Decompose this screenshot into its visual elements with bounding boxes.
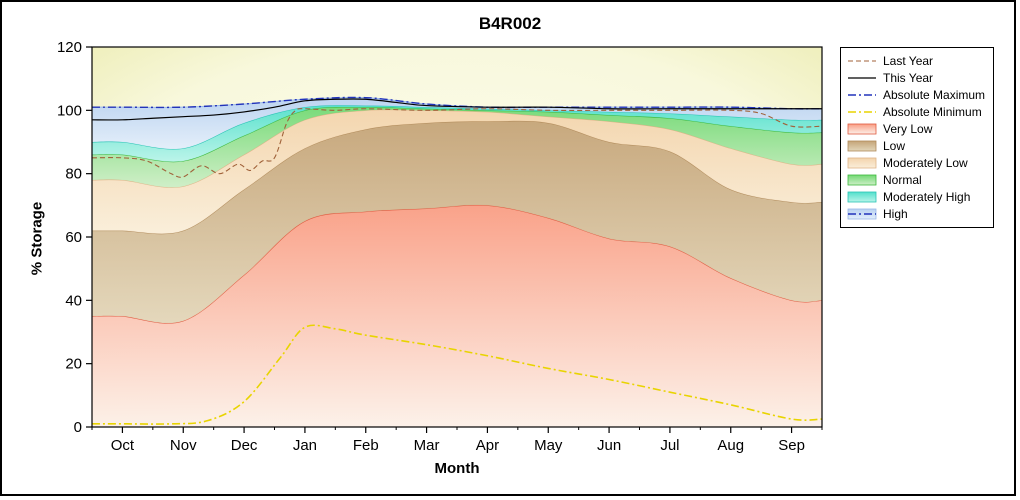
x-tick-label: Aug [717,437,744,454]
x-tick-label: Sep [778,437,805,454]
legend-label: This Year [883,71,934,85]
x-tick-label: Mar [414,437,440,454]
legend-item-absolute-minimum: Absolute Minimum [847,104,985,120]
plot-canvas: 0 20 40 60 80 100 120 Oct Nov Dec Jan Feb Mar Apr May J… [57,40,823,454]
legend-item-moderately-low: Moderately Low [847,155,985,171]
legend-swatch [847,208,877,220]
legend-label: Moderately Low [883,156,968,170]
legend-label: Normal [883,173,922,187]
y-tick-label: 100 [57,102,82,119]
x-tick-label: Nov [170,437,197,454]
legend-item-low: Low [847,138,985,154]
x-tick-label: Apr [476,437,499,454]
legend-item-this-year: This Year [847,70,985,86]
x-tick-label: Jun [597,437,621,454]
band-moderately-low [92,109,822,234]
legend-swatch [847,157,877,169]
band-very-low [92,204,822,427]
line-last-year [92,108,822,178]
band-normal [92,107,822,188]
legend-label: Low [883,139,906,153]
legend-label: Absolute Maximum [883,88,986,102]
legend-swatch [848,60,876,62]
legend-item-moderately-high: Moderately High [847,189,985,205]
x-axis-label: Month [434,460,480,477]
line-absolute-maximum [92,96,822,110]
band-low [92,120,822,324]
y-tick-label: 40 [65,292,82,309]
legend-item-normal: Normal [847,172,985,188]
legend-label: Absolute Minimum [883,105,982,119]
legend-label: Very Low [883,122,933,136]
y-tick-label: 80 [65,166,82,183]
line-this-year [92,98,822,121]
chart-title: B4R002 [478,14,542,33]
band-moderately-high [92,105,822,162]
legend-item-absolute-maximum: Absolute Maximum [847,87,985,103]
legend-swatch [847,174,877,186]
line-absolute-minimum [92,324,822,425]
legend: Last Year This Year Absolute Maximum Absolu… [840,47,995,228]
y-tick-label: 20 [65,356,82,373]
y-axis-label: % Storage [28,201,46,276]
legend-swatch [847,140,877,152]
legend-label: Moderately High [883,190,971,204]
legend-swatch [848,111,876,113]
legend-label: Last Year [883,54,934,68]
x-tick-label: Jul [660,437,679,454]
band-high [92,97,822,150]
x-tick-label: Jan [293,437,317,454]
legend-item-very-low: Very Low [847,121,985,137]
y-tick-label: 60 [65,229,82,246]
legend-swatch [847,123,877,135]
x-tick-label: Oct [111,437,135,454]
x-tick-label: Dec [231,437,258,454]
legend-label: High [883,207,908,221]
y-tick-label: 0 [74,419,82,436]
x-tick-label: May [534,437,563,454]
legend-swatch [848,77,876,79]
legend-item-high: High [847,206,985,222]
x-tick-label: Feb [353,437,379,454]
y-tick-label: 120 [57,40,82,56]
legend-swatch [848,94,876,96]
legend-swatch [847,191,877,203]
legend-item-last-year: Last Year [847,53,985,69]
